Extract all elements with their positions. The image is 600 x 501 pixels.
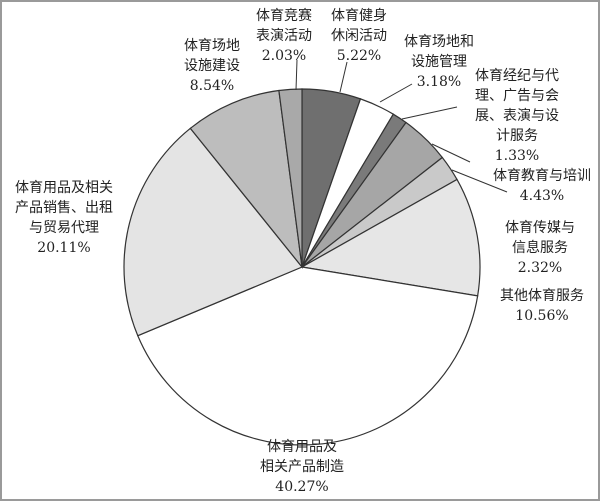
slice-percent: 2.03% <box>261 48 307 64</box>
slice-percent: 8.54% <box>189 78 235 94</box>
slice-percent: 1.33% <box>494 148 540 164</box>
slice-percent: 3.18% <box>416 74 462 90</box>
slice-label: 体育教育与培训 4.43% <box>493 166 591 206</box>
slice-label-text: 体育场地和 <box>404 34 474 50</box>
slice-label-text: 体育竞赛 <box>256 8 312 24</box>
slice-label: 体育传媒与信息服务 2.32% <box>505 218 575 278</box>
slice-label: 体育经纪与代 理、广告与会 展、表演与设 计服务 1.33% <box>475 66 559 166</box>
slice-percent: 4.43% <box>519 188 565 204</box>
pie-slice <box>123 127 303 337</box>
slice-percent: 10.56% <box>515 308 569 324</box>
slice-label-text: 其他体育服务 <box>500 288 584 304</box>
slice-label-text: 体育教育与培训 <box>493 168 591 184</box>
leader-line <box>451 169 508 193</box>
slice-label: 体育场地设施建设 8.54% <box>184 36 240 96</box>
slice-label-text: 体育经纪与代 <box>475 68 559 84</box>
slice-label-text: 休闲活动 <box>331 28 387 44</box>
slice-label: 体育用品及相关 产品销售、出租 与贸易代理 20.11% <box>15 178 113 258</box>
slice-label-text: 展、表演与设 <box>475 108 559 124</box>
slice-label-text: 设施建设 <box>184 58 240 74</box>
slice-percent: 2.32% <box>517 260 563 276</box>
slice-label: 体育场地和设施管理 3.18% <box>404 32 474 92</box>
leader-line <box>379 83 413 103</box>
leader-line <box>295 59 298 91</box>
slice-label-text: 体育健身 <box>331 8 387 24</box>
slice-label-text: 体育传媒与 <box>505 220 575 236</box>
slice-label: 体育竞赛表演活动 2.03% <box>256 6 312 66</box>
slice-label-text: 设施管理 <box>411 54 467 70</box>
pie-slice <box>189 89 303 270</box>
slice-label: 其他体育服务 10.56% <box>500 286 584 326</box>
pie-slice <box>137 266 479 446</box>
slice-label-text: 表演活动 <box>256 28 312 44</box>
slice-percent: 20.11% <box>37 240 91 256</box>
slice-label-text: 产品销售、出租 <box>15 200 113 216</box>
slice-label: 体育用品及相关产品制造 40.27% <box>260 437 344 497</box>
slice-percent: 5.22% <box>336 48 382 64</box>
pie-slice <box>300 178 481 297</box>
slice-label-text: 体育用品及 <box>267 439 337 455</box>
slice-label-text: 与贸易代理 <box>29 220 99 236</box>
slice-label-text: 计服务 <box>496 128 538 144</box>
pie-slice <box>278 88 303 268</box>
slice-label-text: 相关产品制造 <box>260 459 344 475</box>
leader-line <box>339 61 348 93</box>
slice-label: 体育健身休闲活动 5.22% <box>331 6 387 66</box>
slice-label-text: 体育用品及相关 <box>15 180 113 196</box>
slice-label-text: 信息服务 <box>512 240 568 256</box>
slice-label-text: 体育场地 <box>184 38 240 54</box>
slice-label-text: 理、广告与会 <box>475 88 559 104</box>
slice-percent: 40.27% <box>275 479 329 495</box>
leader-line <box>431 143 471 163</box>
leader-line <box>401 106 458 120</box>
